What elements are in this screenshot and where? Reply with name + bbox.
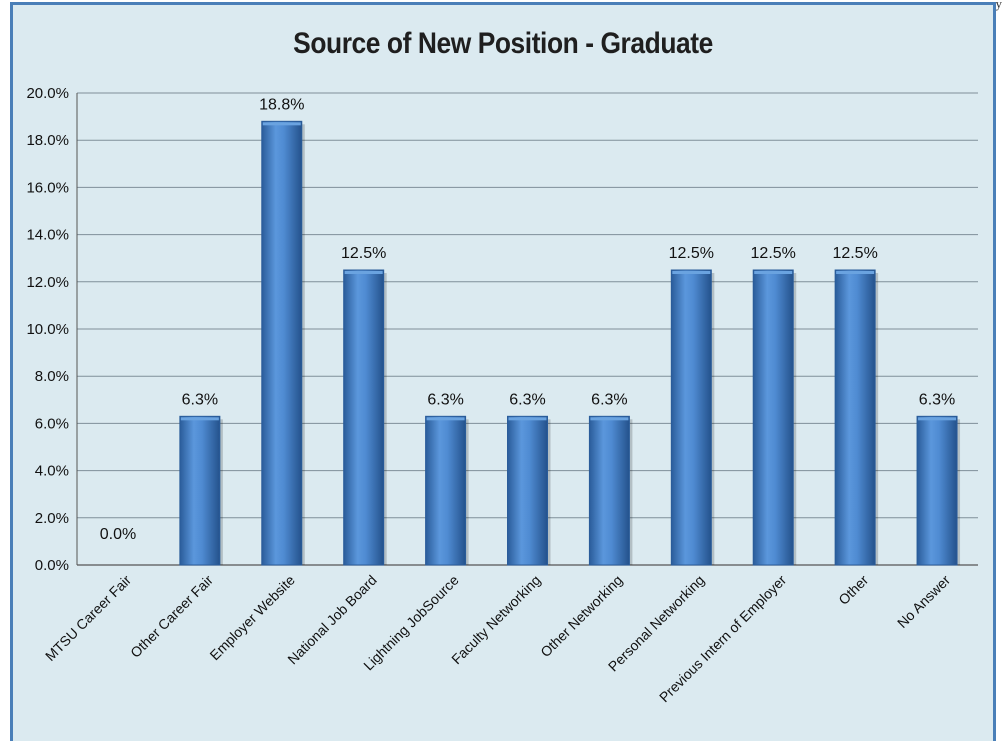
bar	[507, 415, 548, 566]
x-category-label: National Job Board	[284, 572, 380, 668]
data-label: 6.3%	[591, 391, 627, 408]
data-label: 6.3%	[919, 391, 955, 408]
bar-cap	[180, 417, 219, 421]
y-tick-label: 2.0%	[35, 510, 69, 527]
bar-cap	[426, 417, 465, 421]
gridlines	[76, 92, 978, 566]
x-category-label: Other Career Fair	[127, 572, 216, 661]
bar-cap	[262, 122, 301, 126]
bar	[752, 269, 794, 566]
chart-frame: Source of New Position - Graduate 0.0% 2.…	[10, 2, 996, 741]
bar	[343, 269, 385, 566]
bar-cap	[672, 271, 711, 274]
y-tick-label: 16.0%	[26, 179, 69, 196]
data-label: 6.3%	[509, 391, 545, 408]
x-category-label: Employer Website	[206, 572, 298, 664]
x-category-label: Other	[835, 572, 871, 608]
y-tick-label: 6.0%	[35, 415, 69, 432]
bar-cap	[836, 271, 875, 274]
bar-cap	[344, 271, 383, 274]
data-label: 12.5%	[751, 245, 796, 262]
x-category-label: MTSU Career Fair	[42, 572, 134, 664]
x-category-label: No Answer	[894, 572, 953, 631]
data-labels: 0.0% 6.3% 18.8% 12.5% 6.3% 6.3% 6.3% 12.5% 12.5%…	[100, 96, 956, 543]
y-tick-label: 12.0%	[26, 274, 69, 291]
bar	[179, 415, 221, 566]
data-label: 12.5%	[669, 245, 714, 262]
bar	[261, 120, 303, 566]
bars	[179, 120, 961, 566]
x-category-label: Other Networking	[537, 572, 625, 660]
data-label: 6.3%	[182, 391, 218, 408]
bar	[834, 269, 876, 566]
bar-cap	[754, 271, 793, 274]
data-label: 6.3%	[427, 391, 463, 408]
bar	[916, 415, 958, 566]
y-tick-label: 20.0%	[26, 85, 69, 102]
data-label: 0.0%	[100, 526, 136, 543]
y-tick-label: 14.0%	[26, 227, 69, 244]
y-tick-label: 0.0%	[35, 557, 69, 574]
bar	[670, 269, 712, 566]
bar-cap	[918, 417, 957, 421]
y-axis-ticks: 0.0% 2.0% 4.0% 6.0% 8.0% 10.0% 12.0% 14.0% 16.0%…	[26, 85, 69, 574]
y-tick-label: 10.0%	[26, 321, 69, 338]
chart-title: Source of New Position - Graduate	[293, 27, 713, 60]
x-category-label: Faculty Networking	[448, 572, 543, 667]
y-tick-label: 18.0%	[26, 132, 69, 149]
bar	[425, 415, 467, 566]
y-tick-label: 4.0%	[35, 463, 69, 480]
bar-cap	[590, 417, 629, 421]
bar	[588, 415, 630, 566]
bar-cap	[508, 417, 547, 421]
bar-chart: 0.0% 2.0% 4.0% 6.0% 8.0% 10.0% 12.0% 14.0% 16.0%…	[26, 85, 978, 706]
data-label: 18.8%	[259, 96, 304, 113]
corner-mark: y	[995, 0, 1003, 11]
data-label: 12.5%	[341, 245, 386, 262]
y-tick-label: 8.0%	[35, 368, 69, 385]
data-label: 12.5%	[832, 245, 877, 262]
